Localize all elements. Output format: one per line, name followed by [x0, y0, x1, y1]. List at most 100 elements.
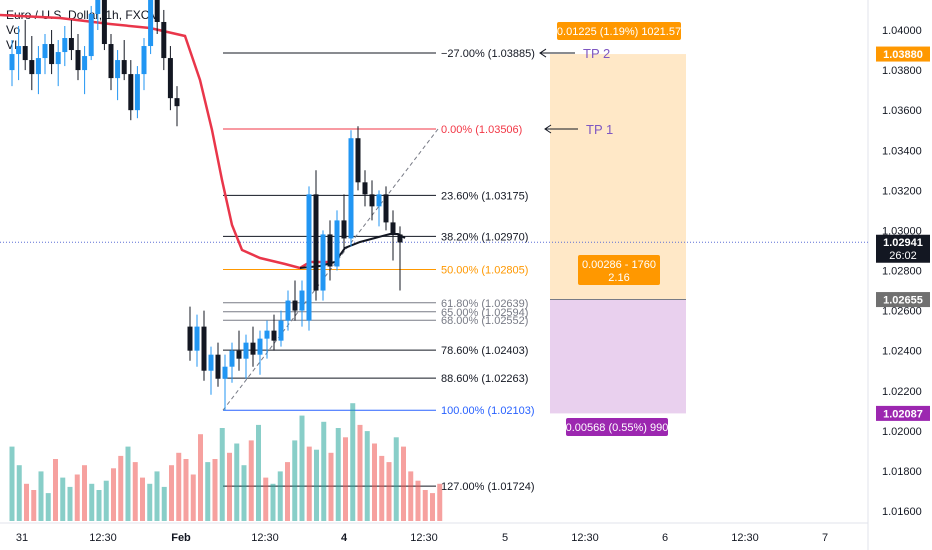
volume-bar — [321, 421, 327, 521]
candle-body — [348, 138, 354, 239]
volume-bar — [16, 465, 22, 521]
time-tick-label: Feb — [171, 532, 191, 544]
candle-body — [161, 21, 167, 59]
volume-bar — [350, 403, 356, 521]
candle-body — [369, 194, 375, 207]
price-tick-label: 1.02400 — [882, 346, 922, 358]
candle-body — [397, 234, 403, 243]
volume-bar — [292, 440, 298, 521]
candle-body — [101, 0, 107, 45]
candle-body — [154, 0, 160, 22]
candle-body — [108, 44, 114, 79]
target-arrow-head — [539, 48, 547, 58]
candle-body — [355, 138, 361, 183]
price-axis-label-text: 1.02087 — [883, 408, 923, 420]
time-tick-label: 7 — [822, 532, 828, 544]
candle-body — [167, 58, 173, 99]
price-tick-label: 1.03400 — [882, 145, 922, 157]
candle-body — [9, 54, 15, 71]
label-box — [566, 418, 668, 436]
volume-bar — [401, 446, 406, 521]
volume-bar — [96, 490, 102, 521]
candle-body — [75, 50, 81, 71]
label-text: 0.00568 (0.55%) 990 — [566, 422, 669, 434]
stop-label: 0.00568 (0.55%) 990 — [566, 418, 669, 436]
volume-bar — [227, 452, 232, 521]
candle-body — [292, 300, 298, 311]
loss-zone — [550, 299, 686, 414]
volume-bar — [198, 434, 203, 521]
price-tick-label: 1.02000 — [882, 426, 922, 438]
candle-body — [115, 60, 121, 79]
volume-bar — [176, 452, 182, 521]
target-arrow-head — [544, 124, 552, 134]
target-label: 0.01225 (1.19%) 1021.57 — [557, 22, 681, 40]
volume-bar — [357, 424, 363, 521]
volume-bar — [256, 424, 261, 521]
candle-body — [383, 194, 389, 223]
candle-body — [201, 326, 207, 371]
volume-bar — [45, 493, 51, 521]
volume-bar — [285, 462, 290, 521]
candle-body — [306, 194, 312, 321]
volume-bar — [111, 468, 116, 521]
price-axis-label-box — [876, 292, 930, 308]
candle-body — [194, 326, 200, 351]
volume-bar — [422, 490, 428, 521]
candle-body — [128, 74, 134, 111]
price-axis-label-box — [876, 405, 930, 421]
label-text: 2.16 — [608, 272, 629, 284]
time-tick-label: 12:30 — [571, 532, 599, 544]
volume-bar — [234, 443, 240, 521]
fib-level-label: 88.60% (1.02263) — [441, 373, 528, 385]
candle-body — [42, 44, 48, 59]
price-axis-label: 1.03880 — [876, 46, 930, 62]
volume-bar — [103, 480, 109, 521]
time-tick-label: 12:30 — [89, 532, 117, 544]
fib-level-label: 65.00% (1.02594) — [441, 307, 528, 319]
price-tick-label: 1.01800 — [882, 466, 922, 478]
candle-body — [88, 13, 94, 57]
target-label: TP 2 — [583, 46, 610, 61]
volume-bar — [263, 477, 269, 521]
fib-level-label: 78.60% (1.02403) — [441, 345, 528, 357]
candle-body — [327, 234, 333, 267]
candle-body — [334, 220, 340, 267]
candle-body — [236, 350, 242, 359]
volume-indicator-label[interactable]: Vo — [6, 23, 21, 37]
candle-body — [313, 194, 319, 291]
price-axis-label-box — [876, 234, 930, 263]
target-label: TP 1 — [586, 122, 613, 137]
candle-body — [174, 98, 180, 107]
volume-bar — [24, 483, 29, 521]
moving-average-line — [0, 13, 330, 270]
volume-bar — [190, 474, 196, 521]
volume-bar — [9, 446, 15, 521]
time-tick-label: 31 — [16, 532, 28, 544]
volume-bar — [60, 477, 66, 521]
fib-level-label: 0.00% (1.03506) — [441, 124, 522, 136]
volume-bar — [430, 493, 435, 521]
time-tick-label: 4 — [341, 532, 348, 544]
volume-bar — [74, 474, 80, 521]
volume-bar — [125, 446, 131, 521]
time-tick-label: 12:30 — [251, 532, 279, 544]
candle-body — [134, 74, 140, 111]
candle-body — [257, 338, 263, 355]
candle-body — [141, 46, 147, 75]
price-axis-label-text: 1.02941 — [883, 237, 923, 249]
volume-bar — [89, 483, 95, 521]
fib-level-label: 68.00% (1.02552) — [441, 315, 528, 327]
price-axis-label-box — [876, 46, 930, 62]
candle-body — [320, 234, 326, 291]
volume-bar — [408, 471, 414, 521]
price-tick-label: 1.03000 — [882, 225, 922, 237]
countdown-label: 26:02 — [889, 250, 917, 262]
candle-body — [208, 354, 214, 371]
volume-bar — [306, 446, 312, 521]
volume-bar — [219, 428, 225, 521]
symbol-title[interactable]: Euro / U.S. Dollar, 1h, FXCM — [6, 8, 160, 22]
